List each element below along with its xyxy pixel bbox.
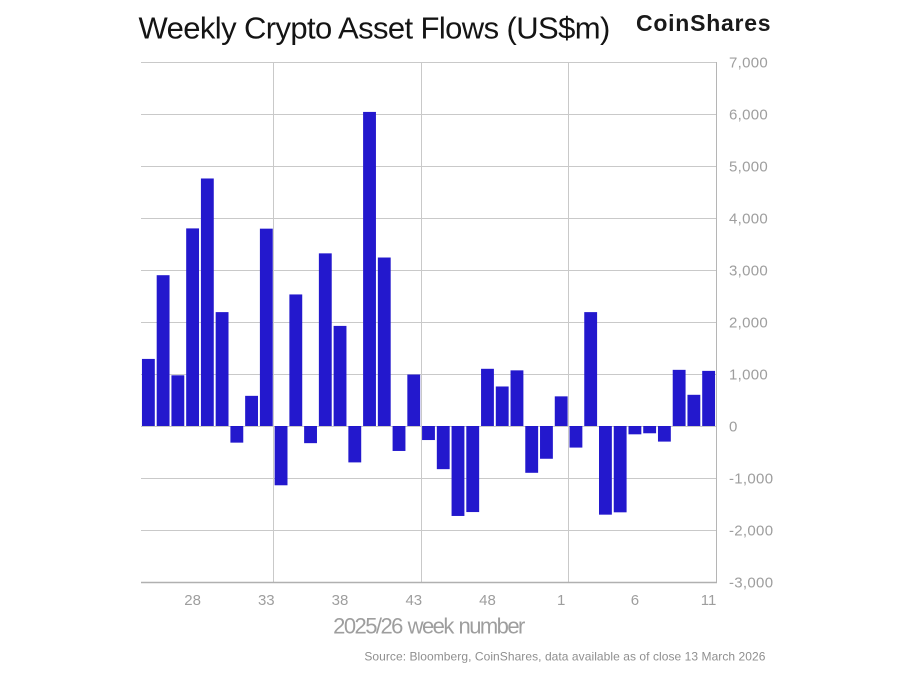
svg-text:6,000: 6,000	[729, 106, 768, 123]
svg-text:4,000: 4,000	[729, 210, 768, 227]
svg-text:1: 1	[557, 592, 565, 609]
svg-text:Source: Bloomberg, CoinShares,: Source: Bloomberg, CoinShares, data avai…	[364, 649, 765, 663]
svg-text:3,000: 3,000	[729, 262, 768, 279]
svg-text:2,000: 2,000	[729, 314, 768, 331]
svg-text:2025/26 week number: 2025/26 week number	[333, 614, 525, 639]
svg-text:-2,000: -2,000	[729, 522, 773, 539]
svg-text:38: 38	[332, 592, 349, 609]
svg-text:0: 0	[729, 418, 738, 435]
svg-text:-3,000: -3,000	[729, 574, 773, 591]
svg-text:6: 6	[631, 592, 639, 609]
svg-text:1,000: 1,000	[729, 366, 768, 383]
svg-text:-1,000: -1,000	[729, 470, 773, 487]
svg-text:28: 28	[184, 592, 201, 609]
svg-text:CoinShares: CoinShares	[636, 10, 771, 36]
svg-text:Weekly Crypto Asset Flows (US$: Weekly Crypto Asset Flows (US$m)	[139, 11, 610, 46]
svg-text:48: 48	[479, 592, 496, 609]
svg-text:33: 33	[258, 592, 275, 609]
svg-text:7,000: 7,000	[729, 54, 768, 71]
svg-text:11: 11	[701, 592, 717, 609]
svg-text:43: 43	[405, 592, 422, 609]
svg-text:5,000: 5,000	[729, 158, 768, 175]
